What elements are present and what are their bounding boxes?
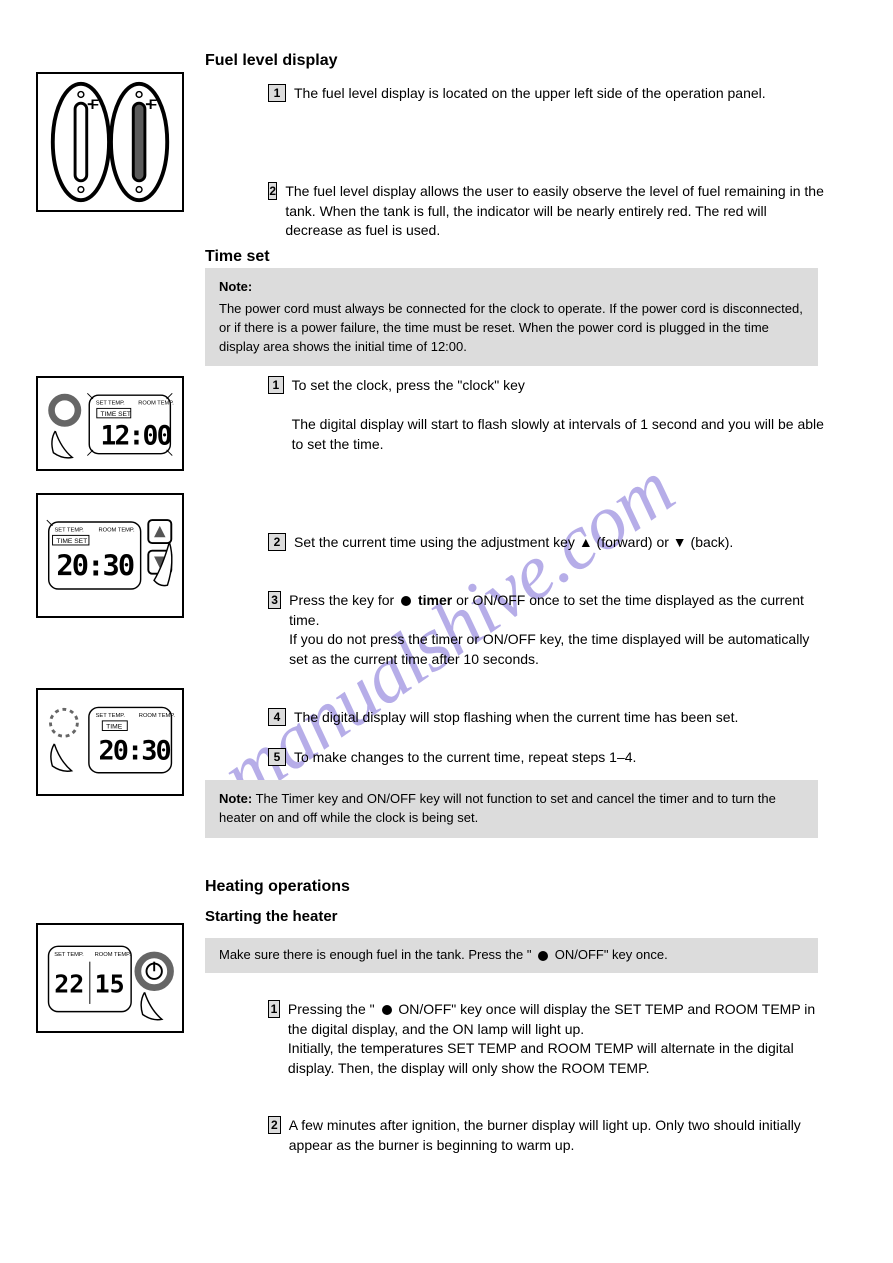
step-number-badge: 4 — [268, 708, 286, 726]
illustration-clock-1200: SET TEMP. ROOM TEMP. TIME SET 12:00 — [36, 376, 184, 471]
step-text: A few minutes after ignition, the burner… — [289, 1116, 828, 1155]
svg-text:12:00: 12:00 — [101, 420, 172, 451]
section-title-time: Time set — [205, 248, 270, 266]
step-time-3: 3 Press the key for timer or ON/OFF once… — [268, 591, 828, 669]
step-time-1: 1 To set the clock, press the "clock" ke… — [268, 376, 828, 454]
step-text: The fuel level display allows the user t… — [285, 182, 828, 241]
step-heat-1: 1 Pressing the " ON/OFF" key once will d… — [268, 1000, 828, 1078]
note-text-a: Make sure there is enough fuel in the ta… — [219, 947, 531, 962]
svg-text:ROOM TEMP.: ROOM TEMP. — [139, 713, 176, 719]
step-time-2: 2 Set the current time using the adjustm… — [268, 533, 828, 553]
section-title-heating: Heating operations — [205, 878, 350, 896]
note-title: Note: — [219, 791, 252, 806]
step-text: Press the key for timer or ON/OFF once t… — [289, 591, 828, 669]
svg-text:ROOM TEMP.: ROOM TEMP. — [95, 952, 132, 958]
step-fuel-1: 1 The fuel level display is located on t… — [268, 84, 828, 104]
step-text: The digital display will stop flashing w… — [294, 708, 738, 728]
illustration-clock-2030: SET TEMP. ROOM TEMP. TIME SET 20:30 — [36, 493, 184, 618]
note-title: Note: — [219, 278, 804, 297]
step-heat-2: 2 A few minutes after ignition, the burn… — [268, 1116, 828, 1155]
note-text-b: ON/OFF" key once. — [555, 947, 668, 962]
bullet-icon — [401, 596, 411, 606]
step-text: The fuel level display is located on the… — [294, 84, 766, 104]
svg-text:20:30: 20:30 — [56, 549, 133, 583]
svg-text:SET TEMP.: SET TEMP. — [54, 952, 84, 958]
step-number-badge: 2 — [268, 533, 286, 551]
svg-text:ROOM TEMP.: ROOM TEMP. — [99, 528, 136, 534]
svg-text:SET TEMP.: SET TEMP. — [96, 713, 126, 719]
svg-text:22: 22 — [54, 969, 84, 998]
step-fuel-2: 2 The fuel level display allows the user… — [268, 182, 828, 241]
step-time-5: 5 To make changes to the current time, r… — [268, 748, 828, 768]
step-text: Pressing the " ON/OFF" key once will dis… — [288, 1000, 828, 1078]
illustration-2215-power: SET TEMP. ROOM TEMP. 22 15 — [36, 923, 184, 1033]
step-number-badge: 1 — [268, 376, 284, 394]
bullet-icon — [538, 951, 548, 961]
note-body: The Timer key and ON/OFF key will not fu… — [219, 791, 776, 825]
step-text: To make changes to the current time, rep… — [294, 748, 636, 768]
illustration-fuel-gauge: F F — [36, 72, 184, 212]
svg-text:TIME SET: TIME SET — [56, 538, 87, 545]
step-text: To set the clock, press the "clock" key … — [292, 376, 828, 454]
step-number-badge: 1 — [268, 1000, 280, 1018]
step-number-badge: 1 — [268, 84, 286, 102]
section-title-fuel: Fuel level display — [205, 52, 338, 70]
svg-text:ROOM TEMP.: ROOM TEMP. — [138, 401, 174, 407]
note-body: The power cord must always be connected … — [219, 300, 804, 357]
bullet-icon — [382, 1005, 392, 1015]
step-text: Set the current time using the adjustmen… — [294, 533, 733, 553]
step-time-4: 4 The digital display will stop flashing… — [268, 708, 828, 728]
step-number-badge: 5 — [268, 748, 286, 766]
svg-text:TIME: TIME — [106, 724, 123, 731]
svg-text:SET TEMP.: SET TEMP. — [54, 528, 84, 534]
svg-text:20:30: 20:30 — [98, 735, 170, 766]
svg-text:15: 15 — [95, 969, 125, 998]
svg-text:SET TEMP.: SET TEMP. — [96, 401, 125, 407]
step-number-badge: 2 — [268, 1116, 281, 1134]
subtitle-starting-heater: Starting the heater — [205, 908, 338, 925]
note-block-heating-start: Make sure there is enough fuel in the ta… — [205, 938, 818, 973]
step-number-badge: 3 — [268, 591, 281, 609]
illustration-time-set-done: SET TEMP. ROOM TEMP. TIME 20:30 — [36, 688, 184, 796]
svg-text:TIME SET: TIME SET — [101, 411, 131, 418]
step-number-badge: 2 — [268, 182, 277, 200]
note-block-timeset: Note: The power cord must always be conn… — [205, 268, 818, 366]
note-block-timer-nofunction: Note: The Timer key and ON/OFF key will … — [205, 780, 818, 838]
